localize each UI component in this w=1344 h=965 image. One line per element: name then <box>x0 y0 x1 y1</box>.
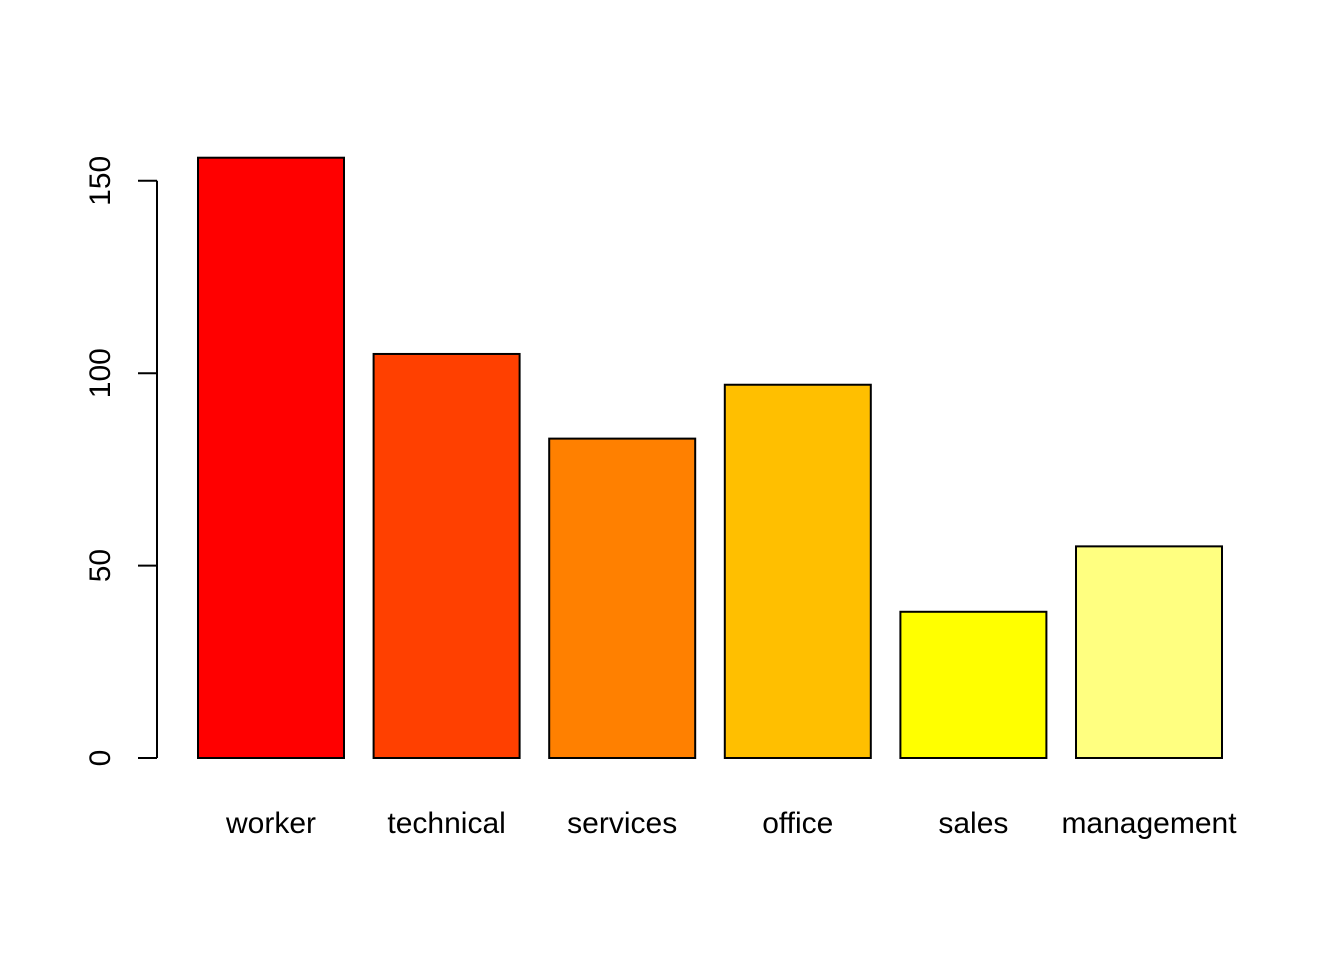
bar-services <box>548 437 697 759</box>
y-tick-label: 50 <box>84 549 117 582</box>
x-tick-label: technical <box>387 807 505 840</box>
x-axis-labels: worker technical services office sales manage… <box>225 807 1237 840</box>
x-tick-label: office <box>762 807 833 840</box>
x-tick-label: worker <box>225 807 316 840</box>
bar-office <box>723 383 872 759</box>
bar-management <box>1075 545 1223 759</box>
bar-sales <box>899 610 1048 759</box>
x-tick-label: management <box>1061 807 1237 840</box>
x-tick-label: sales <box>938 807 1008 840</box>
x-tick-label: services <box>567 807 677 840</box>
y-tick-label: 100 <box>84 348 117 398</box>
y-tick-label: 0 <box>84 750 117 767</box>
y-axis: 0 50 100 150 <box>84 156 158 767</box>
bar-technical <box>372 352 521 759</box>
bar-worker <box>197 156 345 760</box>
y-tick-label: 150 <box>84 156 117 206</box>
bars-group <box>197 156 1223 760</box>
